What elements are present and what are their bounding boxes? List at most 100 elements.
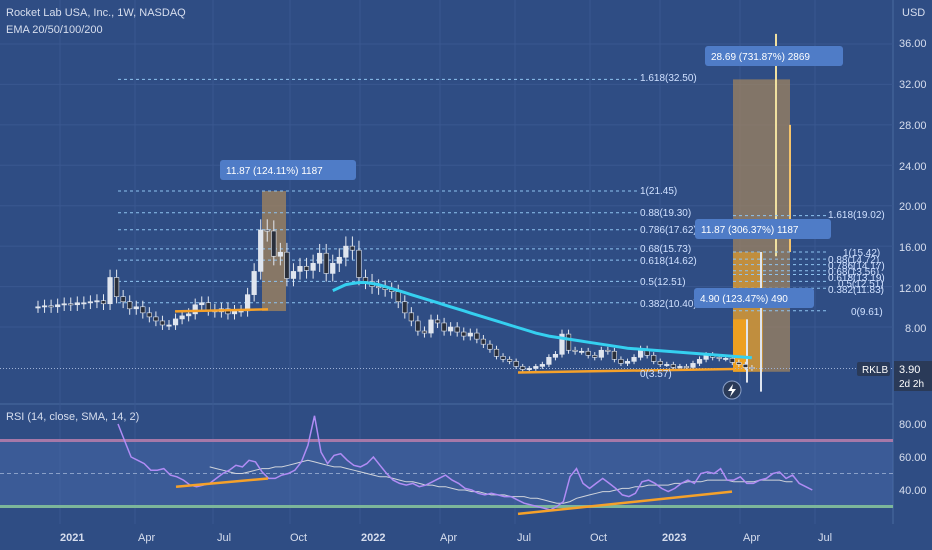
time-label: Jul xyxy=(818,532,832,544)
measure-label-2[interactable]: 28.69 (731.87%) 2869 xyxy=(705,46,843,66)
price-tick: 20.00 xyxy=(899,201,927,213)
candle-down xyxy=(480,338,487,345)
candle-down xyxy=(657,361,663,365)
candle-up xyxy=(35,306,41,309)
candle-down xyxy=(362,277,369,282)
candle-up xyxy=(172,318,179,326)
rsi-support-line xyxy=(175,477,269,488)
candle-up xyxy=(179,315,185,320)
time-label: Jul xyxy=(517,532,531,544)
candle-down xyxy=(349,245,356,251)
fib-label: 0.88(19.30) xyxy=(640,208,691,219)
candle-up xyxy=(277,251,283,257)
candle-up xyxy=(467,332,473,337)
fib-label: 0.786(17.62) xyxy=(640,225,697,236)
candle-up xyxy=(55,304,61,308)
fib-left-labels: 1.618(32.50) 1(21.45) 0.88(19.30) 0.786(… xyxy=(640,73,697,380)
time-axis: 2021 Apr Jul Oct 2022 Apr Jul Oct 2023 A… xyxy=(60,532,832,544)
price-support-line xyxy=(174,308,269,313)
symbol-tag-text: RKLB xyxy=(862,365,888,376)
candle-up xyxy=(199,302,205,306)
candle-up xyxy=(94,300,100,303)
candle-down xyxy=(284,251,290,279)
candle-up xyxy=(546,357,552,365)
symbol-tag[interactable]: RKLB xyxy=(857,362,890,376)
candle-up xyxy=(631,357,637,362)
candle-down xyxy=(716,357,722,359)
candle-up xyxy=(336,256,342,264)
candle-up xyxy=(533,366,539,369)
candle-down xyxy=(205,302,211,311)
measure-label-1[interactable]: 11.87 (124.11%) 1187 xyxy=(220,160,356,180)
candle-down xyxy=(500,356,506,360)
candle-down xyxy=(461,331,467,337)
last-price-text: 3.90 xyxy=(899,364,920,376)
candle-down xyxy=(611,350,617,360)
candle-down xyxy=(585,350,591,356)
candle-up xyxy=(107,277,113,305)
price-tick: 36.00 xyxy=(899,38,927,50)
candle-up xyxy=(192,304,198,315)
price-tick: 12.00 xyxy=(899,283,927,295)
fib-label: 0.786(14.17) xyxy=(828,261,885,272)
candle-down xyxy=(153,316,159,322)
fib-label: 0(9.61) xyxy=(851,307,883,318)
svg-text:11.87 (306.37%) 1187: 11.87 (306.37%) 1187 xyxy=(701,225,799,236)
price-axis-ticks: 36.00 32.00 28.00 24.00 20.00 16.00 12.0… xyxy=(899,38,927,335)
symbol-title[interactable]: Rocket Lab USA, Inc., 1W, NASDAQ xyxy=(6,7,186,19)
candle-up xyxy=(343,245,349,258)
candle-up xyxy=(41,305,48,308)
candle-up xyxy=(624,361,631,364)
candle-up xyxy=(166,324,172,327)
time-axis-pane[interactable] xyxy=(0,524,932,550)
candle-down xyxy=(402,301,408,314)
candle-down xyxy=(454,326,460,333)
grid-lines xyxy=(0,0,893,524)
candle-down xyxy=(303,266,310,271)
candle-up xyxy=(87,301,93,304)
candle-down xyxy=(749,367,755,369)
last-price-tag[interactable]: 3.90 2d 2h xyxy=(894,361,932,391)
fib-label: 1.618(32.50) xyxy=(640,73,697,84)
candle-up xyxy=(81,302,87,305)
fib-label: 1(15.42) xyxy=(843,248,880,259)
candle-up xyxy=(539,364,545,367)
candle-up xyxy=(61,303,67,306)
rsi-bands xyxy=(0,439,893,508)
price-axis-pane[interactable] xyxy=(893,0,932,524)
rsi-title[interactable]: RSI (14, close, SMA, 14, 2) xyxy=(6,411,139,423)
price-tick: 32.00 xyxy=(899,79,927,91)
fib-label: 0.68(13.56) xyxy=(828,267,879,278)
candle-down xyxy=(264,229,270,232)
candle-up xyxy=(297,266,303,272)
bar-countdown-text: 2d 2h xyxy=(899,379,924,390)
candle-down xyxy=(415,320,421,332)
rsi-axis-ticks: 80.00 60.00 40.00 xyxy=(899,419,927,497)
candle-down xyxy=(670,364,676,368)
candle-down xyxy=(441,322,447,332)
price-tick: 8.00 xyxy=(905,323,926,335)
alert-button[interactable] xyxy=(722,380,742,400)
candle-down xyxy=(513,361,519,367)
rsi-line xyxy=(117,415,813,511)
price-tick: 28.00 xyxy=(899,120,927,132)
candle-up xyxy=(723,358,729,360)
rsi-tick: 40.00 xyxy=(899,485,927,497)
candle-down xyxy=(605,349,611,352)
candle-down xyxy=(520,366,526,370)
measure-label-4[interactable]: 4.90 (123.47%) 490 xyxy=(694,288,814,308)
candle-down xyxy=(146,312,152,318)
measure-label-3[interactable]: 11.87 (306.37%) 1187 xyxy=(695,219,831,239)
time-label: Jul xyxy=(217,532,231,544)
fib-label: 0.5(12.51) xyxy=(640,277,686,288)
indicator-title[interactable]: EMA 20/50/100/200 xyxy=(6,24,103,36)
svg-text:11.87 (124.11%) 1187: 11.87 (124.11%) 1187 xyxy=(226,166,323,177)
candle-down xyxy=(729,358,735,363)
fib-right-labels: 1.618(19.02) 1(15.42) 0.88(14.72) 0.786(… xyxy=(828,210,885,318)
fib-label: 0.5(12.51) xyxy=(838,279,884,290)
candle-down xyxy=(271,230,277,257)
candle-down xyxy=(565,333,572,351)
rsi-tick: 80.00 xyxy=(899,419,927,431)
candle-down xyxy=(48,305,54,308)
